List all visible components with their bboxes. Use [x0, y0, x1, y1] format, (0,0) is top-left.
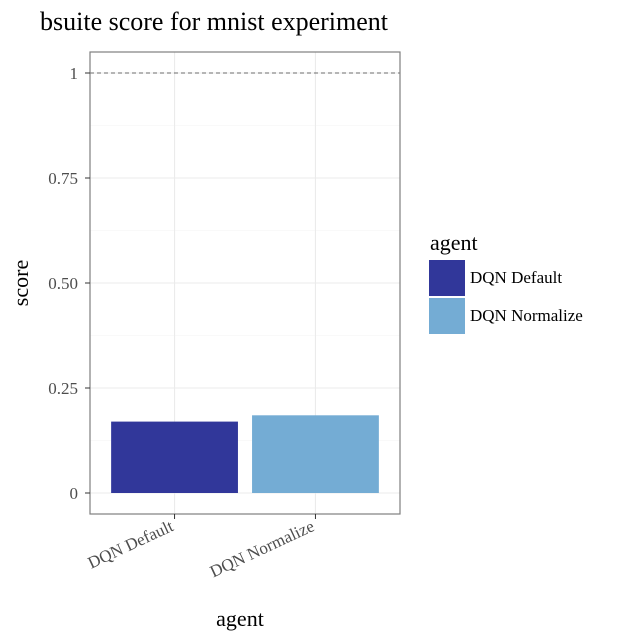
x-axis-ticks: DQN Default DQN Normalize: [85, 514, 317, 581]
chart-title: bsuite score for mnist experiment: [40, 7, 389, 36]
y-tick-label: 1: [70, 64, 79, 83]
legend-label: DQN Normalize: [470, 306, 583, 325]
y-tick-label: 0.75: [48, 169, 78, 188]
x-tick-label: DQN Default: [85, 516, 177, 572]
y-tick-label: 0.50: [48, 274, 78, 293]
x-axis-title: agent: [216, 606, 264, 631]
y-axis-title: score: [8, 260, 33, 306]
y-tick-label: 0.25: [48, 379, 78, 398]
bar: [111, 421, 238, 493]
bars: [111, 415, 379, 493]
legend-swatch: [429, 298, 465, 334]
bar: [252, 415, 379, 493]
y-tick-label: 0: [70, 484, 79, 503]
legend-swatch: [429, 260, 465, 296]
legend: agent DQN Default DQN Normalize: [429, 230, 583, 334]
y-axis-ticks: 0 0.25 0.50 0.75 1: [48, 64, 90, 503]
legend-label: DQN Default: [470, 268, 562, 287]
legend-title: agent: [430, 230, 478, 255]
x-tick-label: DQN Normalize: [207, 516, 317, 581]
